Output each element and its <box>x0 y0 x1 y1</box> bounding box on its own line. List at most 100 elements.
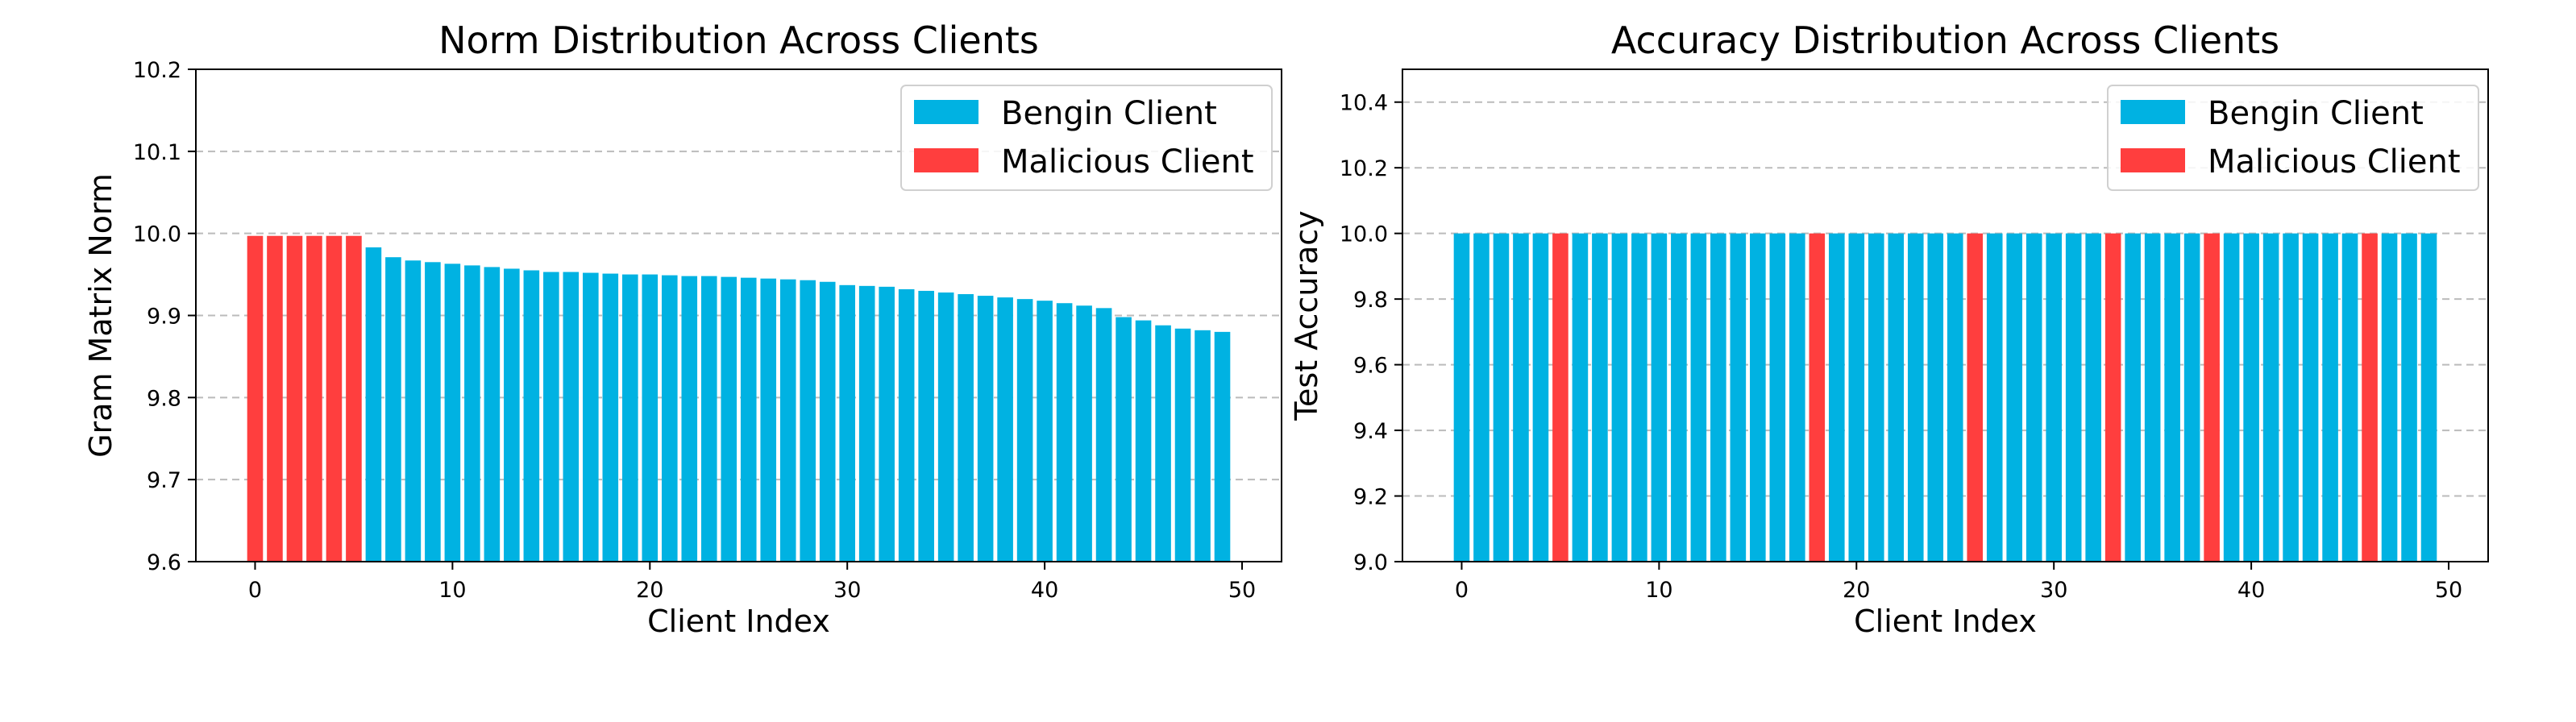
bar-benign <box>1453 233 1470 562</box>
bar-benign <box>2065 233 2082 562</box>
bar-benign <box>858 285 875 562</box>
x-tick-label: 0 <box>1455 578 1469 603</box>
bar-benign <box>700 276 717 562</box>
bar-benign <box>425 262 441 562</box>
legend-swatch-malicious <box>2121 148 2185 172</box>
bar-benign <box>2183 233 2200 562</box>
bar-benign <box>1473 233 1490 562</box>
legend-label-malicious: Malicious Client <box>1001 143 1254 180</box>
bar-benign <box>958 294 974 562</box>
bar-benign <box>2381 233 2398 562</box>
y-tick-label: 10.4 <box>1340 91 1388 116</box>
legend-label-benign: Bengin Client <box>2208 95 2424 132</box>
bar-benign <box>464 265 480 562</box>
bar-benign <box>1986 233 2003 562</box>
chart-title: Accuracy Distribution Across Clients <box>1611 19 2279 62</box>
x-tick-label: 20 <box>636 578 663 603</box>
y-tick-label: 9.4 <box>1353 419 1388 444</box>
x-tick-label: 50 <box>2435 578 2462 603</box>
bar-benign <box>444 263 461 562</box>
bar-benign <box>1888 233 1905 562</box>
bar-benign <box>1710 233 1726 562</box>
bar-benign <box>760 278 777 562</box>
bar-benign <box>2243 233 2259 562</box>
bar-benign <box>1214 331 1231 562</box>
x-tick-label: 40 <box>1031 578 1058 603</box>
bar-benign <box>2283 233 2299 562</box>
bar-benign <box>1155 325 1171 562</box>
bar-benign <box>1769 233 1786 562</box>
x-tick-label: 30 <box>833 578 861 603</box>
y-tick-label: 9.8 <box>147 386 181 411</box>
legend-label-benign: Bengin Client <box>1001 95 1217 132</box>
bar-malicious <box>2204 233 2220 562</box>
y-tick-label: 9.9 <box>147 305 181 330</box>
bar-malicious <box>267 235 283 562</box>
bar-benign <box>1195 330 1211 562</box>
legend-swatch-benign <box>2121 100 2185 124</box>
legend-box <box>900 85 1273 191</box>
y-tick-label: 9.2 <box>1353 485 1388 510</box>
bar-benign <box>2223 233 2240 562</box>
bar-benign <box>1095 308 1112 562</box>
legend-swatch-malicious <box>914 148 978 172</box>
bar-benign <box>1927 233 1944 562</box>
bar-benign <box>879 286 895 562</box>
bar-benign <box>1532 233 1549 562</box>
y-tick-label: 10.0 <box>133 222 181 247</box>
bar-benign <box>2046 233 2062 562</box>
bar-benign <box>1690 233 1707 562</box>
bar-malicious <box>1967 233 1984 562</box>
bar-benign <box>1572 233 1589 562</box>
bar-benign <box>602 273 619 562</box>
bar-benign <box>2262 233 2279 562</box>
y-tick-label: 9.0 <box>1353 550 1388 575</box>
bar-malicious <box>286 235 303 562</box>
bar-benign <box>779 279 796 562</box>
bar-benign <box>2164 233 2180 562</box>
bar-benign <box>1135 320 1152 562</box>
bar-benign <box>2025 233 2042 562</box>
x-axis-label: Client Index <box>647 604 830 639</box>
axes-frame <box>1402 68 2489 562</box>
y-axis-label: Test Accuracy <box>1289 210 1324 421</box>
bar-malicious <box>346 235 362 562</box>
bar-benign <box>1493 233 1510 562</box>
x-tick-label: 10 <box>1645 578 1672 603</box>
bar-benign <box>563 272 580 562</box>
bar-benign <box>1513 233 1529 562</box>
bar-benign <box>1037 301 1053 562</box>
x-tick-label: 50 <box>1228 578 1256 603</box>
bar-benign <box>1829 233 1845 562</box>
bar-benign <box>523 270 540 562</box>
bar-benign <box>1631 233 1647 562</box>
bar-benign <box>1730 233 1747 562</box>
bar-benign <box>977 296 994 562</box>
bar-benign <box>622 274 638 562</box>
y-tick-label: 10.1 <box>133 140 181 165</box>
y-tick-label: 9.6 <box>147 550 181 575</box>
bar-benign <box>1056 303 1073 562</box>
bar-benign <box>1016 299 1033 562</box>
bar-benign <box>819 281 836 562</box>
bar-malicious <box>306 235 322 562</box>
x-tick-label: 10 <box>438 578 466 603</box>
bar-malicious <box>247 235 264 562</box>
bar-malicious <box>2362 233 2378 562</box>
bar-benign <box>918 290 934 562</box>
x-tick-label: 40 <box>2237 578 2265 603</box>
bar-benign <box>839 284 855 562</box>
y-tick-label: 9.6 <box>1353 354 1388 379</box>
bar-benign <box>2420 233 2437 562</box>
bar-benign <box>1116 317 1132 562</box>
bar-benign <box>997 297 1013 562</box>
bar-benign <box>2322 233 2338 562</box>
bar-benign <box>2341 233 2358 562</box>
bar-benign <box>740 277 757 562</box>
bar-malicious <box>1552 233 1568 562</box>
y-axis-label: Gram Matrix Norm <box>83 173 118 458</box>
bar-benign <box>385 257 401 562</box>
chart-1: 0 10 20 30 40 50 9.6 9.7 9.8 9.9 10.0 10.1 10.2 Norm … <box>83 19 1282 639</box>
x-tick-label: 30 <box>2040 578 2067 603</box>
